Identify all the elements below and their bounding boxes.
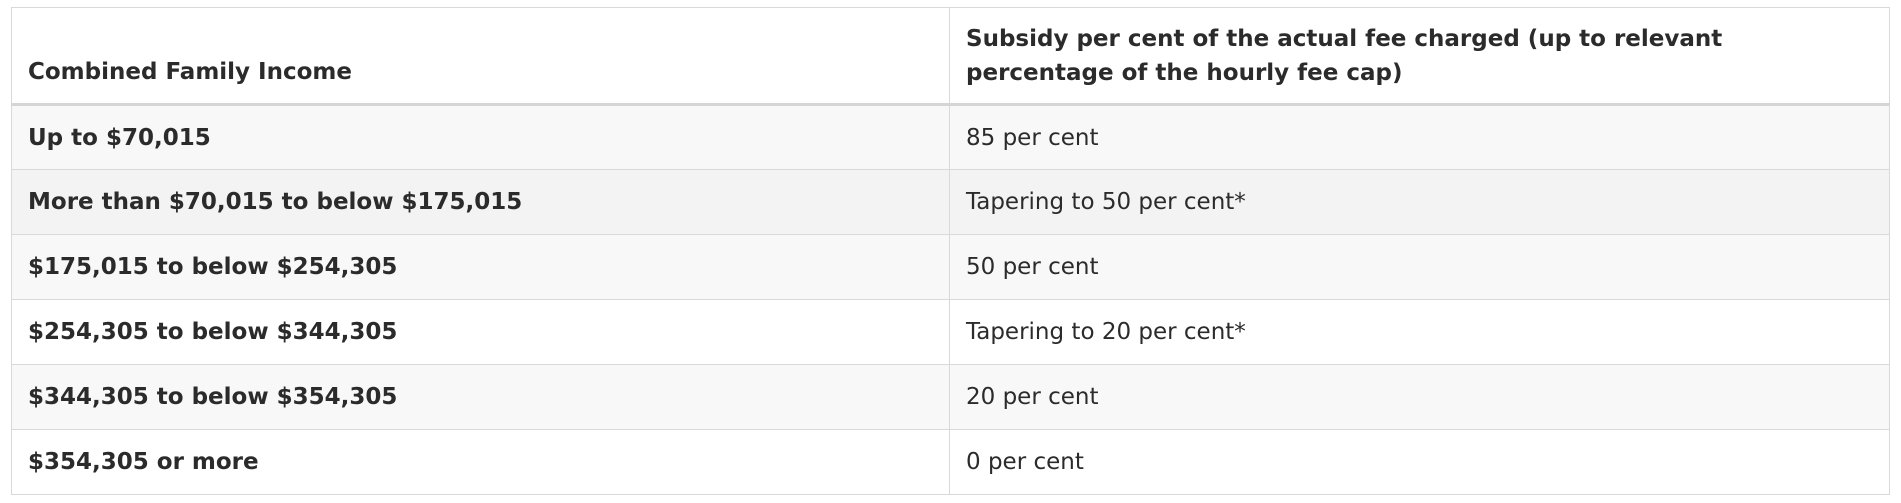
table-row: $354,305 or more 0 per cent xyxy=(11,429,1890,495)
subsidy-cell: 0 per cent xyxy=(949,429,1890,495)
header-row: Combined Family Income Subsidy per cent … xyxy=(11,7,1890,106)
subsidy-table: Combined Family Income Subsidy per cent … xyxy=(11,7,1890,495)
income-cell: $344,305 to below $354,305 xyxy=(11,364,950,430)
income-cell: More than $70,015 to below $175,015 xyxy=(11,169,950,235)
income-cell: $175,015 to below $254,305 xyxy=(11,234,950,300)
income-cell: $254,305 to below $344,305 xyxy=(11,299,950,365)
table-row: More than $70,015 to below $175,015 Tape… xyxy=(11,169,1890,235)
subsidy-cell: 50 per cent xyxy=(949,234,1890,300)
table-row: $344,305 to below $354,305 20 per cent xyxy=(11,364,1890,430)
table-row: $254,305 to below $344,305 Tapering to 2… xyxy=(11,299,1890,365)
header-subsidy: Subsidy per cent of the actual fee charg… xyxy=(949,7,1890,106)
table-row: Up to $70,015 85 per cent xyxy=(11,104,1890,170)
subsidy-cell: 85 per cent xyxy=(949,104,1890,170)
income-cell: $354,305 or more xyxy=(11,429,950,495)
subsidy-cell: Tapering to 50 per cent* xyxy=(949,169,1890,235)
table-row: $175,015 to below $254,305 50 per cent xyxy=(11,234,1890,300)
income-cell: Up to $70,015 xyxy=(11,104,950,170)
subsidy-cell: 20 per cent xyxy=(949,364,1890,430)
header-income: Combined Family Income xyxy=(11,7,950,106)
table-header: Combined Family Income Subsidy per cent … xyxy=(11,7,1890,106)
table-body: Up to $70,015 85 per cent More than $70,… xyxy=(11,104,1890,495)
subsidy-cell: Tapering to 20 per cent* xyxy=(949,299,1890,365)
